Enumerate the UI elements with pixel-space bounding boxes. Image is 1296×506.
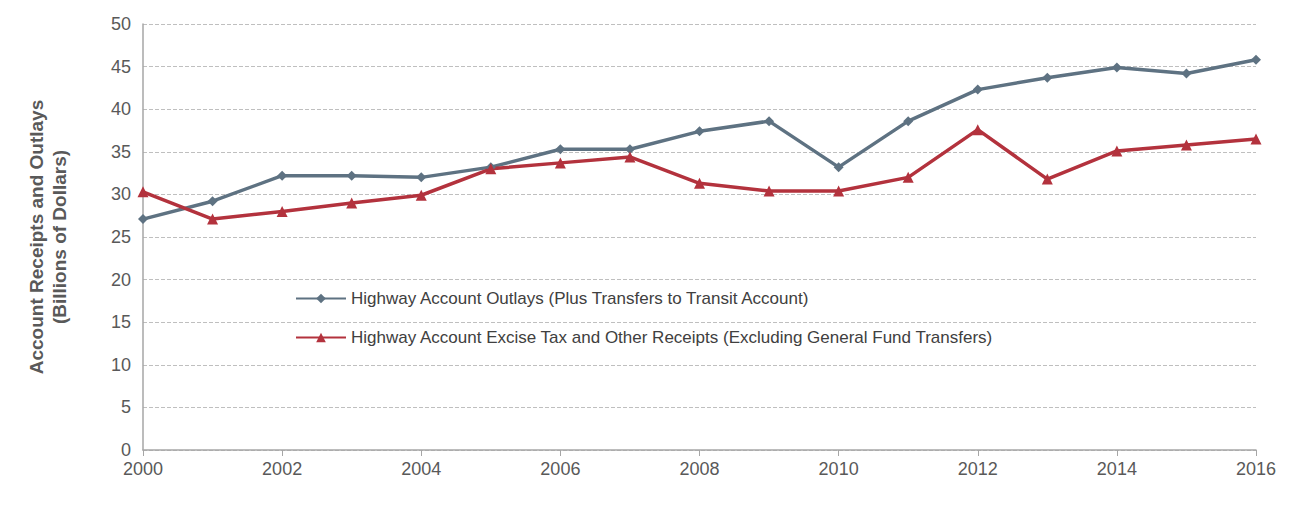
svg-text:2010: 2010	[819, 459, 859, 479]
svg-text:40: 40	[111, 99, 131, 119]
svg-text:5: 5	[121, 397, 131, 417]
svg-text:30: 30	[111, 184, 131, 204]
svg-text:2012: 2012	[958, 459, 998, 479]
svg-text:Account Receipts and Outlays: Account Receipts and Outlays	[26, 100, 47, 375]
svg-text:2016: 2016	[1236, 459, 1276, 479]
svg-text:2006: 2006	[540, 459, 580, 479]
svg-text:50: 50	[111, 14, 131, 34]
svg-text:Highway Account Excise Tax and: Highway Account Excise Tax and Other Rec…	[351, 328, 992, 347]
svg-text:25: 25	[111, 227, 131, 247]
svg-text:2008: 2008	[679, 459, 719, 479]
svg-text:2004: 2004	[401, 459, 441, 479]
svg-text:(Billions of Dollars): (Billions of Dollars)	[49, 150, 70, 324]
svg-text:Highway Account Outlays (Plus: Highway Account Outlays (Plus Transfers …	[351, 289, 808, 308]
svg-text:2000: 2000	[123, 459, 163, 479]
svg-text:45: 45	[111, 57, 131, 77]
svg-text:20: 20	[111, 270, 131, 290]
svg-text:2014: 2014	[1097, 459, 1137, 479]
svg-text:0: 0	[121, 440, 131, 460]
svg-text:35: 35	[111, 142, 131, 162]
svg-text:10: 10	[111, 355, 131, 375]
svg-text:15: 15	[111, 312, 131, 332]
svg-text:2002: 2002	[262, 459, 302, 479]
